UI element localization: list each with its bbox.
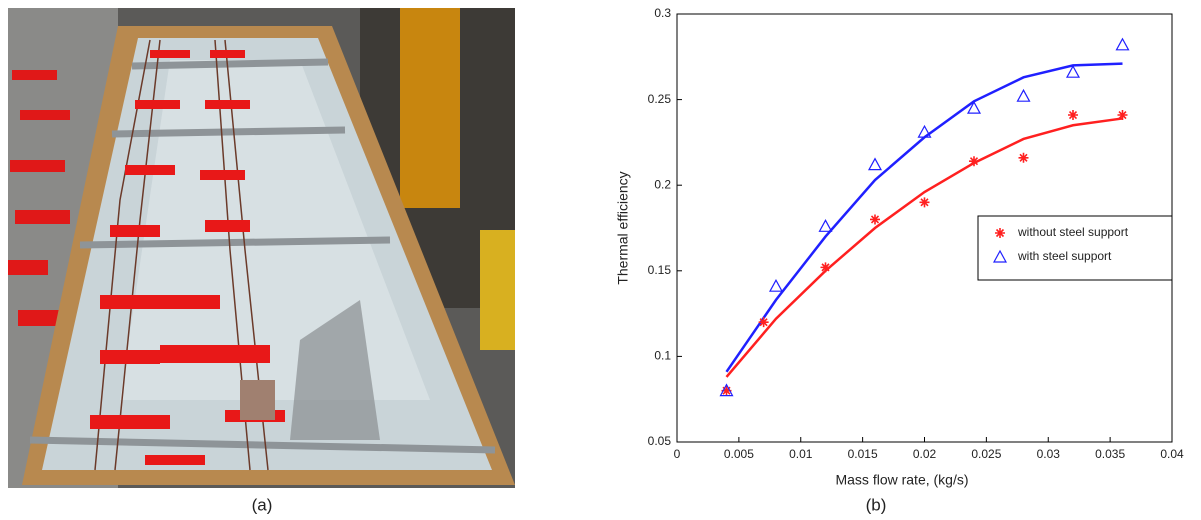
legend-box: [977, 215, 1173, 281]
y-tick-label: 0.1: [654, 349, 671, 363]
x-tick-label: 0.01: [789, 447, 813, 461]
x-tick-label: 0.02: [913, 447, 937, 461]
x-tick-label: 0.005: [724, 447, 754, 461]
sensor-plate: [240, 380, 275, 420]
triangle-marker: [719, 383, 734, 397]
printed-logo: [290, 300, 380, 440]
photo: [8, 8, 515, 488]
panel-label: (b): [866, 495, 887, 514]
star-marker: [1117, 110, 1128, 121]
legend-label: with steel support: [1017, 249, 1112, 263]
star-marker: [969, 156, 979, 167]
star-marker: [721, 385, 732, 396]
x-tick-label: 0.03: [1037, 447, 1061, 461]
y-tick-label: 0.15: [648, 263, 672, 277]
star-marker: [919, 197, 930, 208]
y-tick-label: 0.05: [648, 434, 672, 448]
cart: [480, 230, 515, 350]
triangle-marker: [867, 157, 883, 171]
star-marker: [870, 214, 880, 225]
star-marker: [1068, 110, 1078, 121]
star-marker: [995, 228, 1005, 238]
star-marker: [1018, 152, 1029, 163]
x-tick-label: 0.035: [1095, 447, 1125, 461]
x-axis-label: Mass flow rate, (kg/s): [835, 472, 968, 488]
triangle-marker: [1065, 64, 1081, 78]
triangle-marker: [1016, 88, 1031, 102]
triangle-marker: [818, 219, 833, 232]
x-tick-label: 0: [674, 447, 681, 461]
star-marker: [758, 317, 769, 328]
triangle-marker: [1115, 37, 1130, 51]
fit-line: [725, 117, 1123, 378]
left-tapes: [8, 70, 70, 326]
triangle-marker: [917, 124, 932, 138]
triangle-marker: [992, 249, 1008, 263]
y-tick-label: 0.25: [648, 92, 672, 106]
machinery-frame: [400, 8, 460, 208]
x-tick-label: 0.04: [1160, 447, 1184, 461]
x-tick-label: 0.015: [848, 447, 878, 461]
y-axis-label: Thermal efficiency: [615, 171, 631, 284]
legend-label: without steel support: [1017, 225, 1129, 239]
triangle-marker: [768, 278, 784, 292]
x-tick-label: 0.025: [971, 447, 1001, 461]
triangle-marker: [966, 100, 982, 114]
y-tick-label: 0.3: [654, 6, 671, 20]
y-tick-label: 0.2: [654, 177, 671, 191]
star-marker: [820, 262, 831, 273]
panel-label: (a): [252, 495, 273, 514]
steel-bars: [29, 58, 496, 454]
